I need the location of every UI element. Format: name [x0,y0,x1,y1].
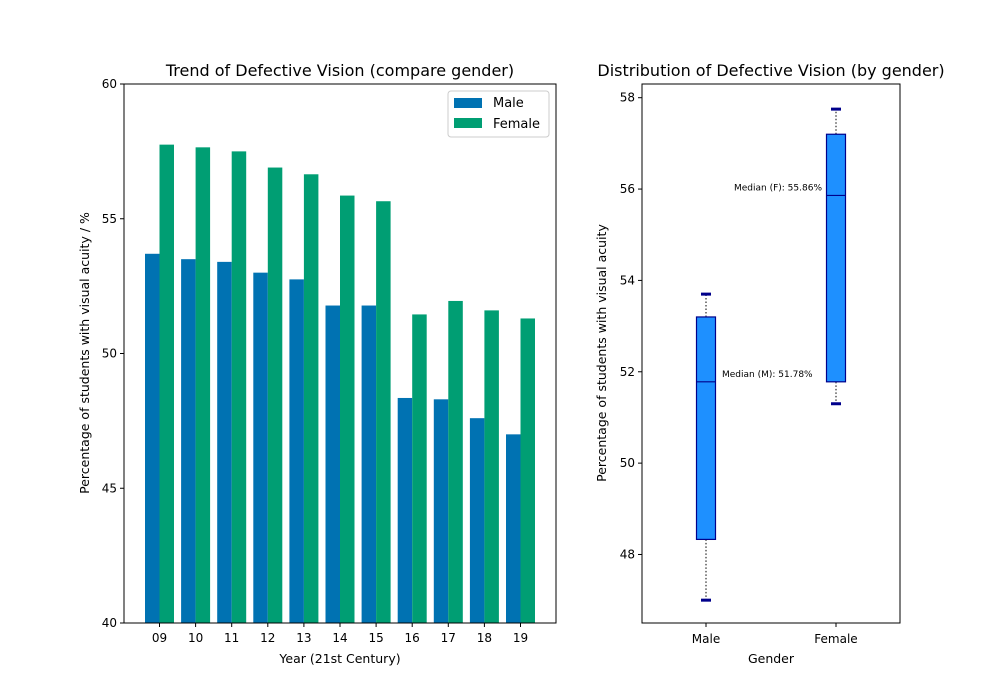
y-tick-label: 50 [102,347,117,361]
bar-male-18 [469,418,485,623]
bar-male-16 [397,397,413,623]
box-y-axis-label: Percentage of students with visual acuit… [594,224,609,482]
y-tick-label: 40 [102,616,117,630]
box-x-ticks: Male Female [692,623,858,646]
x-tick-label: 14 [332,631,347,645]
bar-male-17 [433,399,449,623]
bar-y-ticks: 40 45 50 55 60 [102,77,124,630]
y-tick-label: 45 [102,481,117,495]
bar-male-15 [361,305,377,623]
bar-chart-title: Trend of Defective Vision (compare gende… [165,61,514,80]
x-tick-label: 09 [152,631,167,645]
bar-male-13 [289,279,304,623]
bar-plot-frame [123,83,557,624]
y-tick-label: 55 [102,212,117,226]
x-tick-label: 13 [296,631,311,645]
bar-legend: Male Female [447,90,550,138]
bar-male-11 [217,261,232,623]
x-tick-label: 10 [188,631,203,645]
y-tick-label: 54 [620,273,635,287]
y-tick-label: 48 [620,547,635,561]
bar-female-15 [376,201,391,624]
legend-swatch-female [454,118,482,128]
bar-male-14 [325,305,340,623]
bar-female-17 [448,300,463,623]
box-female [825,133,847,383]
bar-female-11 [231,151,247,623]
bar-female-12 [267,167,283,624]
x-tick-label: 15 [368,631,383,645]
box-y-ticks: 48 50 52 54 56 58 [620,91,642,561]
x-tick-label: Female [814,632,857,646]
bar-male-12 [253,272,268,623]
bar-female-16 [412,314,427,623]
legend-swatch-male [454,98,482,108]
x-tick-label: 11 [224,631,239,645]
bar-male-09 [145,253,160,623]
box-male [695,316,717,541]
bar-male-19 [506,434,521,623]
y-tick-label: 52 [620,365,635,379]
bar-female-19 [520,318,535,623]
bar-female-14 [340,195,355,623]
bar-female-10 [195,147,211,623]
legend-label-male: Male [493,96,524,111]
x-tick-label: 16 [405,631,420,645]
box-chart-title: Distribution of Defective Vision (by gen… [597,61,944,80]
bar-marks [145,144,535,624]
y-tick-label: 50 [620,456,635,470]
bar-x-ticks: 09 10 11 12 13 14 15 16 17 18 19 [152,623,528,645]
bar-female-13 [303,174,319,623]
median-annotation-male: Median (M): 51.78% [722,370,813,380]
bar-x-axis-label: Year (21st Century) [278,651,400,666]
bar-chart: Trend of Defective Vision (compare gende… [77,61,557,666]
legend-label-female: Female [493,117,540,132]
box-chart: Distribution of Defective Vision (by gen… [594,61,945,666]
x-tick-label: 12 [260,631,275,645]
box-x-axis-label: Gender [748,651,795,666]
bar-male-10 [181,259,196,623]
median-annotation-female: Median (F): 55.86% [734,183,822,193]
y-tick-label: 56 [620,182,635,196]
bar-female-09 [159,144,174,623]
bar-y-axis-label: Percentage of students with visual acuit… [77,212,92,494]
box-plot-frame [641,83,901,624]
box-marks [695,107,847,602]
x-tick-label: 19 [513,631,528,645]
bar-female-18 [484,310,499,623]
y-tick-label: 60 [102,77,117,91]
x-tick-label: Male [692,632,720,646]
y-tick-label: 58 [620,91,635,105]
x-tick-label: 18 [477,631,492,645]
x-tick-label: 17 [441,631,456,645]
